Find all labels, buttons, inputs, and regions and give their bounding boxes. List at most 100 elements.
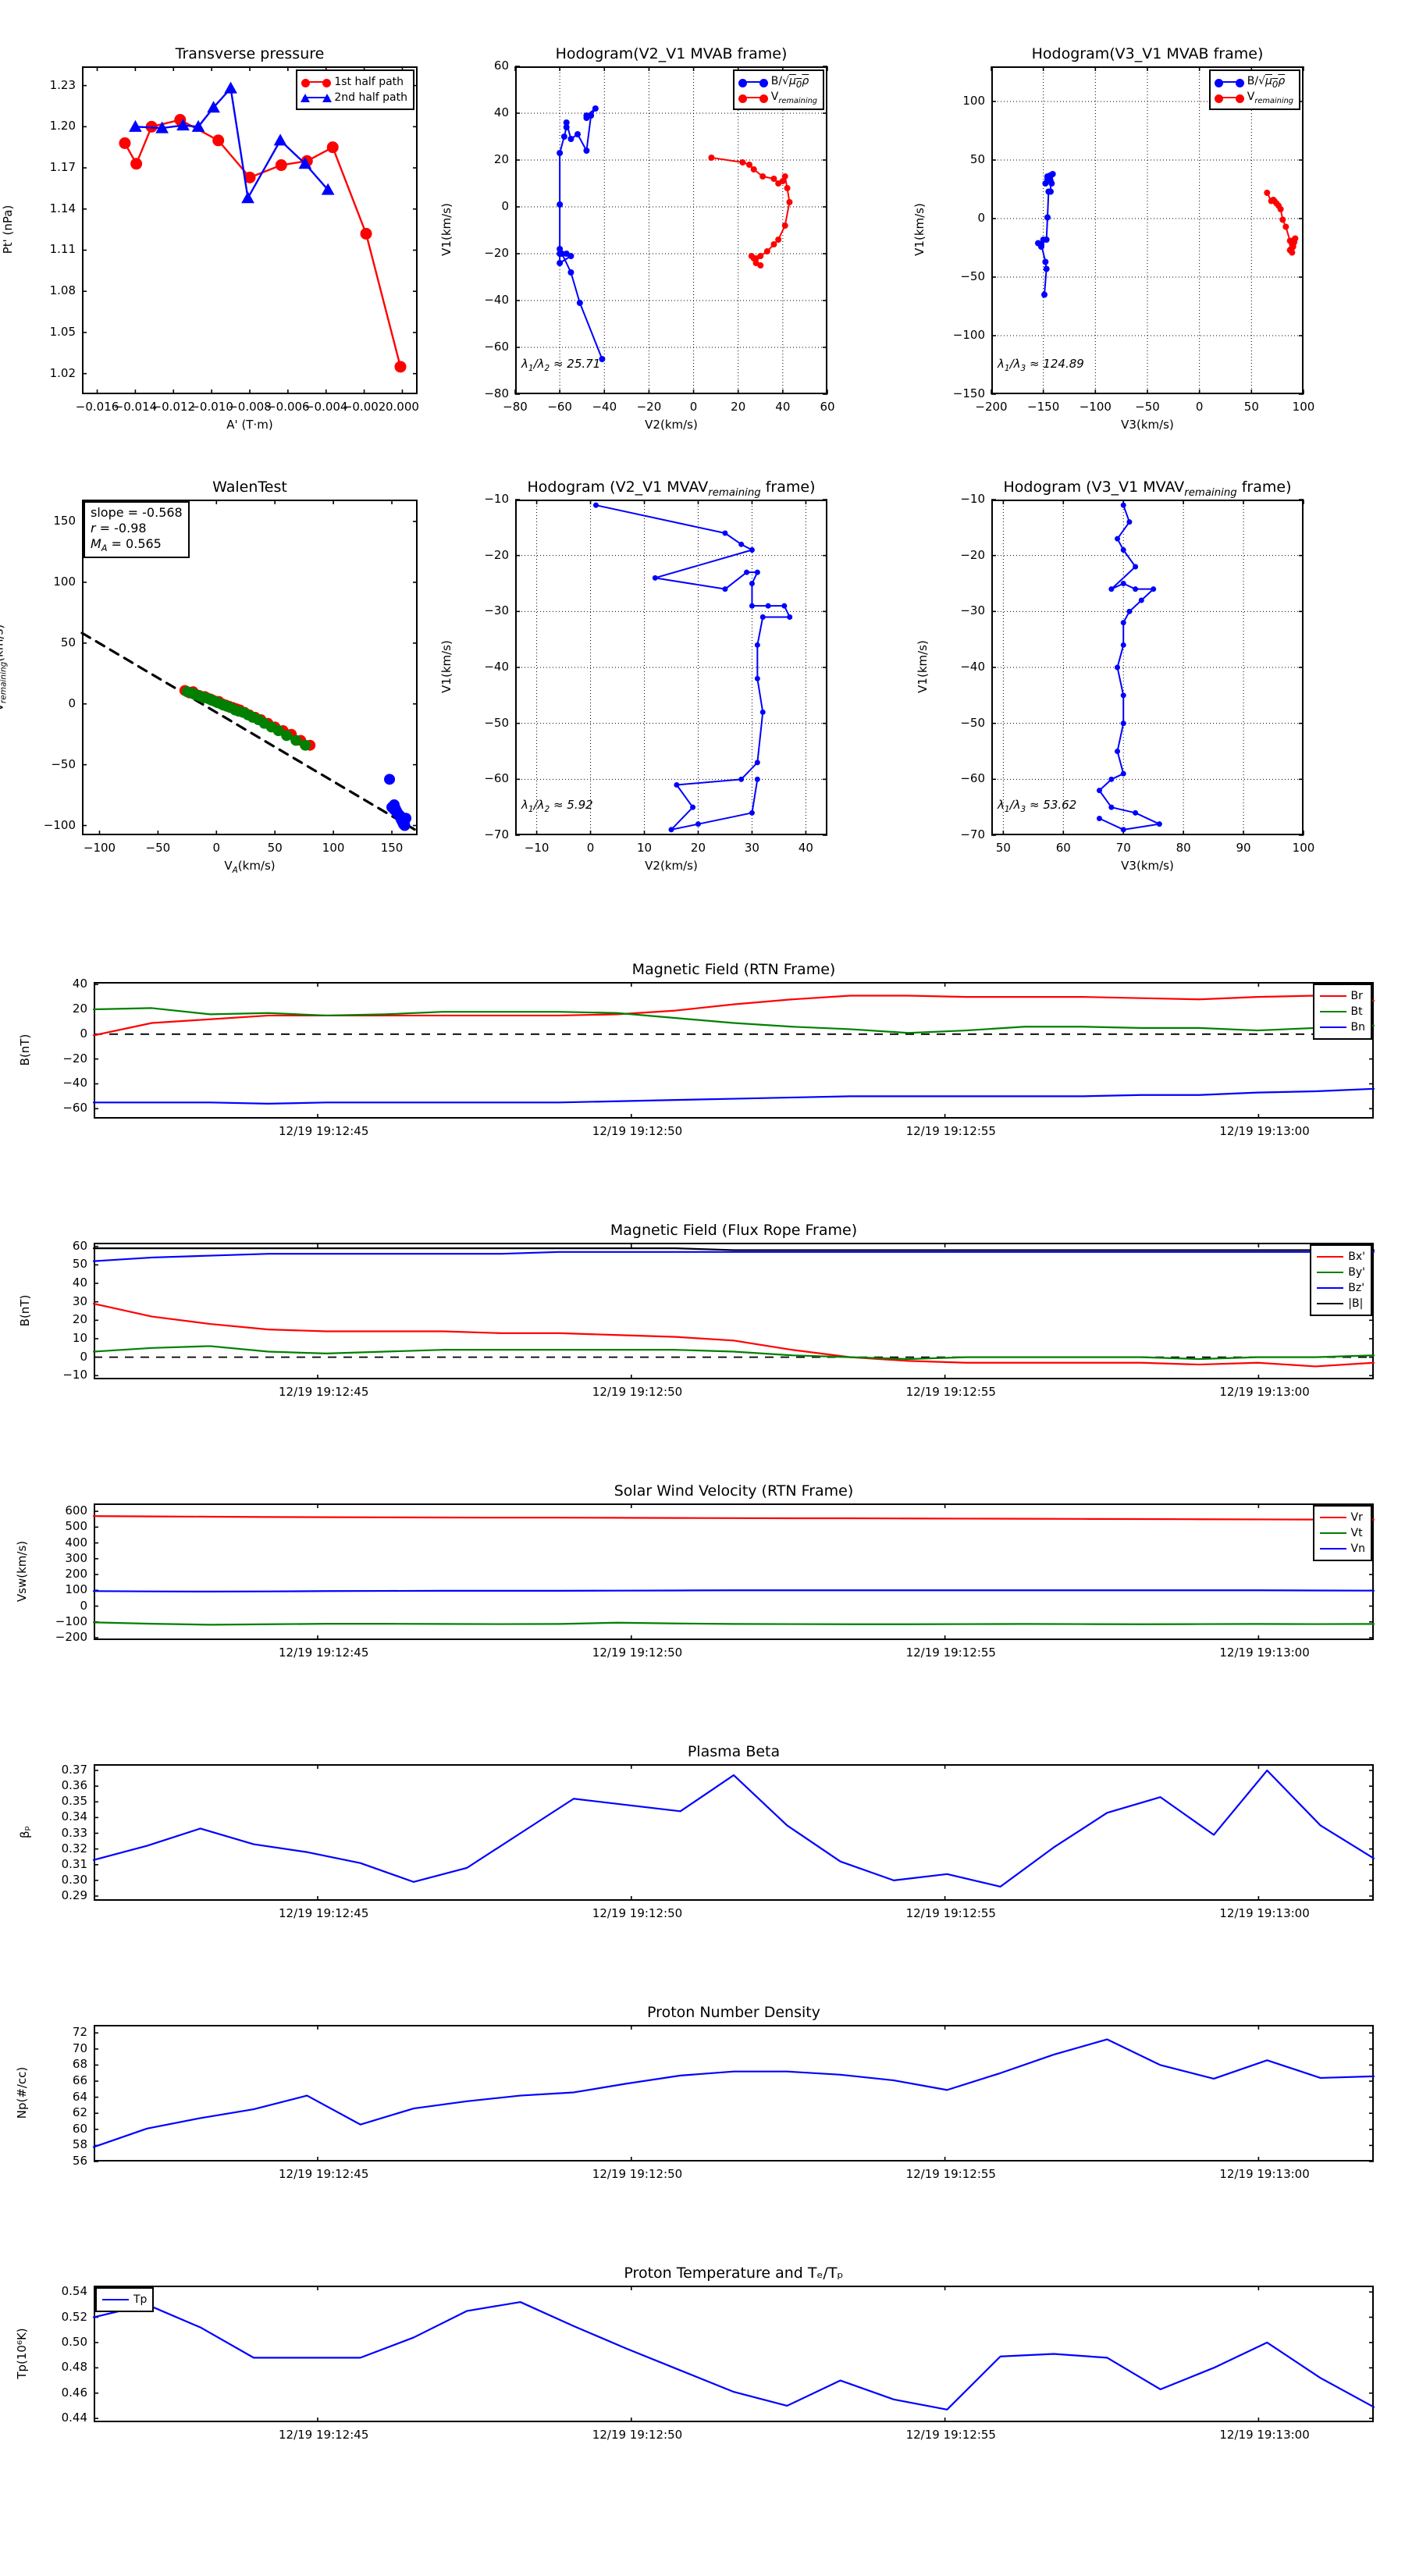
vsw-legend[interactable]: Vr Vt Vn [1312,1505,1372,1561]
legend-swatch [1319,1026,1346,1028]
vsw-panel-xtick: 12/19 19:12:50 [592,1646,683,1660]
np-panel: Proton Number Density 56 58 60 62 64 66 68 70 72 1… [15,2004,1375,2181]
legend-label: Vremaining [1247,90,1293,105]
walen-test-panel-xlabel: VA(km/s) [224,859,276,875]
tp-legend[interactable]: Tp [95,2287,155,2312]
hodogram-v3-mvav-panel-xtick: 100 [1292,841,1315,855]
legend-swatch [1214,94,1244,103]
legend-item[interactable]: 2nd half path [301,90,407,105]
np-panel-ytick: 62 [72,2105,87,2120]
tp-panel-ytick: 0.52 [61,2309,87,2324]
transverse-pressure-panel: Transverse pressure 1.02 1.05 1.08 1.11 1.14 1… [1,45,419,432]
tp-panel-xtick: 12/19 19:12:55 [905,2428,996,2442]
legend-item[interactable]: B/√μ0ρ [738,74,817,90]
hodogram-v3-mvab-panel-title: Hodogram(V3_V1 MVAB frame) [1031,45,1264,62]
hodogram-v2-mvav-panel: Hodogram (V2_V1 MVAVremaining frame) −70 −… [439,479,827,873]
transverse-pressure-panel-plot-area [82,66,418,394]
hodogram-v2-mvav-panel-title: Hodogram (V2_V1 MVAVremaining frame) [527,479,816,499]
tp-panel-xtick: 12/19 19:12:50 [592,2428,683,2442]
hodogram-v2-mvab-panel-xlabel: V2(km/s) [645,418,698,432]
legend-item[interactable]: Vt [1319,1525,1365,1541]
b_rtn-legend[interactable]: Br Bt Bn [1312,984,1372,1040]
hodogram-v3-mvab-panel-xtick: 0 [1195,400,1204,414]
transverse-pressure-legend[interactable]: 1st half path 2nd half path [296,69,414,110]
tp-panel-ytick: 0.44 [61,2411,87,2425]
beta-panel-ytick: 0.31 [61,1856,87,1871]
legend-item[interactable]: Vremaining [1214,90,1293,105]
hodogram-v2-mvav-panel-ylabel: V1(km/s) [439,640,454,693]
legend-item[interactable]: Bn [1319,1019,1365,1035]
walen-test-panel-ylabel: Vremaining(km/s) [0,624,9,711]
hodogram-v2-mvab-panel-ytick: 0 [501,199,509,213]
hodogram-v3-mvab-panel-ytick: −100 [952,328,985,342]
transverse-pressure-panel-ytick: 1.17 [49,160,76,175]
hodogram-v2-mvab-panel-ytick: 40 [493,105,509,119]
legend-marker [759,79,768,87]
tp-panel-ylabel: Tp(10⁶K) [15,2327,29,2379]
np-panel-ytick: 70 [72,2041,87,2055]
legend-item[interactable]: 1st half path [301,74,407,90]
b_fr-panel-ytick: −10 [62,1368,87,1382]
legend-item[interactable]: Vr [1319,1510,1365,1525]
legend-label: By' [1348,1266,1365,1279]
b_rtn-panel-title: Magnetic Field (RTN Frame) [631,961,836,978]
vsw-panel-ytick: 100 [65,1582,87,1597]
vsw-panel-ylabel: Vsw(km/s) [15,1540,29,1602]
b_fr-panel: Magnetic Field (Flux Rope Frame) −10 0 10 20… [18,1222,1375,1399]
hodogram-v3-mvav-panel-ytick: −70 [960,827,985,841]
legend-marker [322,94,333,102]
hodogram-v3-mvav-panel-xtick: 80 [1176,841,1191,855]
hodogram-v3-mvab-legend[interactable]: B/√μ0ρ Vremaining [1208,69,1300,110]
hodogram-v2-mvav-panel-ytick: −60 [484,771,509,786]
b_fr-panel-xtick: 12/19 19:12:50 [592,1385,683,1399]
legend-item[interactable]: B/√μ0ρ [1214,74,1293,90]
np-panel-axes [94,2025,1374,2161]
beta-panel-xtick: 12/19 19:12:50 [592,1906,683,1920]
legend-item[interactable]: By' [1317,1265,1365,1280]
hodogram-v3-mvav-panel-xtick: 70 [1115,841,1131,855]
vsw-panel-ytick: 500 [65,1519,87,1534]
legend-swatch [1319,1548,1346,1550]
tp-panel-axes [94,2286,1374,2422]
hodogram-v3-mvab-panel-ytick: 100 [962,94,985,108]
hodogram-v3-mvab-panel-xtick: −150 [1027,400,1060,414]
hodogram-v2-mvab-panel-xtick: −40 [592,400,617,414]
hodogram-v3-mvav-panel-xtick: 60 [1055,841,1071,855]
transverse-pressure-panel-xtick: 0.000 [385,400,419,414]
walen-test-panel-ytick: −50 [51,756,76,771]
b_fr-panel-ytick: 40 [72,1276,87,1290]
legend-swatch [102,2299,129,2300]
legend-item[interactable]: Vn [1319,1541,1365,1557]
b_fr-panel-ytick: 60 [72,1238,87,1253]
legend-item[interactable]: |B| [1317,1296,1365,1311]
transverse-pressure-panel-ytick: 1.05 [49,324,76,339]
legend-marker [1235,79,1244,87]
legend-item[interactable]: Bz' [1317,1280,1365,1296]
b_fr-legend[interactable]: Bx' By' Bz' |B| [1310,1244,1372,1316]
legend-label: Vr [1350,1511,1363,1524]
walen-test-panel: WalenTest −100 −50 0 50 100 150 −100 −50 0 50 100 15… [0,479,419,875]
legend-marker [322,79,332,87]
transverse-pressure-panel-xtick: −0.002 [342,400,386,414]
legend-item[interactable]: Tp [102,2292,147,2307]
beta-panel-xtick: 12/19 19:12:55 [905,1906,996,1920]
transverse-pressure-panel-xtick: −0.014 [113,400,158,414]
hodogram-v2-mvab-panel-xtick: −20 [636,400,662,414]
b_rtn-panel-ytick: −60 [62,1101,87,1115]
transverse-pressure-panel-title: Transverse pressure [175,45,325,62]
walen-r: r = -0.98 [91,521,147,535]
legend-item[interactable]: Br [1319,988,1365,1004]
hodogram-v2-mvab-legend[interactable]: B/√μ0ρ Vremaining [732,69,824,110]
legend-label: 2nd half path [334,91,407,104]
legend-item[interactable]: Bt [1319,1004,1365,1019]
b_fr-panel-xtick: 12/19 19:12:55 [905,1385,996,1399]
np-panel-xtick: 12/19 19:12:50 [592,2167,683,2181]
legend-item[interactable]: Vremaining [738,90,817,105]
hodogram-v3-mvav-panel-xtick: 50 [995,841,1011,855]
hodogram-v2-mvav-panel-xtick: −10 [524,841,550,855]
b_rtn-panel-ytick: 0 [80,1026,87,1041]
tp-panel-title: Proton Temperature and Tₑ/Tₚ [624,2265,844,2282]
hodogram-v2-mvab-panel-xtick: 60 [820,400,835,414]
legend-item[interactable]: Bx' [1317,1249,1365,1265]
transverse-pressure-panel-xtick: −0.012 [151,400,196,414]
